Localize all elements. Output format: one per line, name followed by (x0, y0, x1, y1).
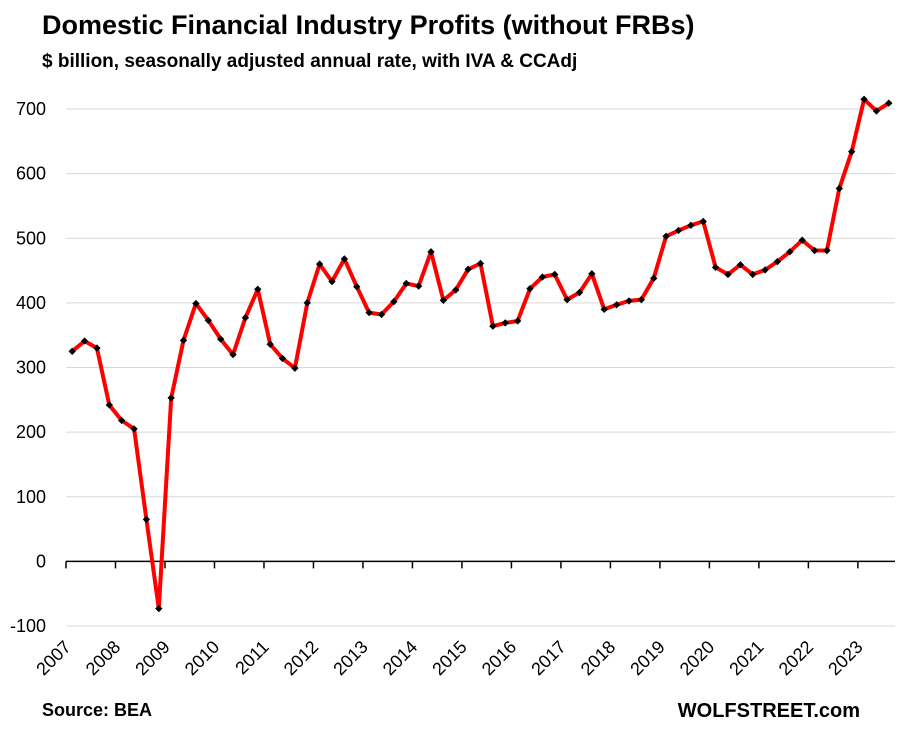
y-tick-label: 200 (16, 422, 46, 442)
data-point (575, 288, 584, 297)
data-point (315, 260, 324, 268)
data-point (167, 394, 175, 402)
data-point (872, 107, 881, 115)
data-point (489, 322, 497, 330)
data-point (452, 286, 460, 294)
x-tick-label: 2015 (428, 637, 470, 679)
data-point (476, 259, 485, 268)
data-point (612, 301, 621, 309)
y-tick-label: -100 (10, 616, 46, 636)
chart-title: Domestic Financial Industry Profits (wit… (42, 10, 695, 40)
data-point (823, 246, 831, 255)
x-tick-label: 2020 (676, 637, 718, 679)
series-line (70, 97, 891, 611)
data-point (637, 295, 646, 304)
data-point (303, 299, 311, 307)
data-point (179, 336, 188, 345)
x-tick-label: 2007 (32, 637, 74, 679)
x-tick-label: 2022 (775, 637, 817, 679)
data-point (80, 337, 89, 345)
x-tick-label: 2009 (131, 637, 173, 679)
data-point (563, 295, 571, 304)
data-point (105, 401, 113, 409)
data-point (229, 350, 237, 359)
x-tick-label: 2013 (329, 637, 371, 679)
data-point (142, 515, 151, 524)
brand-label: WOLFSTREET.com (677, 700, 860, 722)
data-point (662, 232, 670, 240)
y-tick-label: 600 (16, 164, 46, 184)
x-tick-label: 2019 (626, 637, 668, 679)
data-point (600, 305, 608, 314)
data-point (625, 297, 633, 305)
data-point (216, 335, 225, 343)
data-point (464, 265, 472, 273)
data-point (278, 354, 287, 363)
x-tick-label: 2021 (725, 637, 767, 679)
data-point (353, 283, 361, 291)
data-point (402, 279, 410, 288)
series-layer (68, 95, 893, 613)
data-point (724, 270, 732, 279)
y-tick-label: 400 (16, 293, 46, 313)
data-point (377, 310, 386, 319)
data-point (241, 314, 250, 322)
x-tick-label: 2014 (379, 637, 421, 679)
data-point (390, 297, 398, 306)
data-point (810, 246, 819, 255)
data-point (340, 255, 349, 263)
source-note: Source: BEA (42, 700, 153, 720)
x-tick-label: 2010 (181, 637, 223, 679)
x-axis-tick-labels: 2007 2008 2009 2010 2011 2012 2013 2014 2015 2016… (32, 637, 866, 679)
data-point (835, 184, 843, 193)
data-point (786, 248, 794, 256)
x-tick-label: 2016 (478, 637, 520, 679)
x-tick-label: 2018 (577, 637, 619, 679)
y-axis-tick-labels: -100 0 100 200 300 400 500 600 700 (10, 99, 46, 636)
data-point (192, 299, 200, 308)
chart-subtitle: $ billion, seasonally adjusted annual ra… (42, 51, 578, 72)
data-point (526, 284, 534, 293)
data-point (155, 604, 163, 613)
data-point (650, 274, 658, 282)
y-tick-label: 700 (16, 99, 46, 119)
data-point (773, 257, 782, 266)
data-point (68, 347, 76, 356)
data-point (538, 273, 547, 281)
data-point (798, 236, 806, 244)
data-point (266, 340, 274, 348)
x-tick-label: 2008 (82, 637, 124, 679)
y-tick-label: 300 (16, 358, 46, 378)
x-tick-label: 2017 (527, 637, 569, 679)
data-point (699, 217, 707, 226)
data-point (711, 263, 720, 272)
data-point (414, 282, 423, 290)
data-point (736, 261, 745, 269)
data-point (551, 270, 559, 279)
data-point (588, 270, 596, 278)
y-tick-label: 100 (16, 487, 46, 507)
data-point (365, 308, 373, 317)
data-point (204, 316, 212, 325)
data-point (254, 285, 262, 293)
data-point (328, 277, 336, 286)
y-tick-label: 500 (16, 228, 46, 248)
gridlines (66, 108, 895, 627)
data-point (291, 364, 299, 372)
x-tick-label: 2012 (280, 637, 322, 679)
y-tick-label: 0 (36, 551, 46, 571)
data-point (513, 317, 522, 325)
x-tick-label: 2023 (824, 637, 866, 679)
data-point (749, 270, 757, 279)
x-axis (65, 560, 895, 569)
x-tick-label: 2011 (231, 637, 273, 679)
data-point (501, 319, 509, 327)
data-point (439, 296, 448, 304)
data-point (761, 266, 769, 274)
